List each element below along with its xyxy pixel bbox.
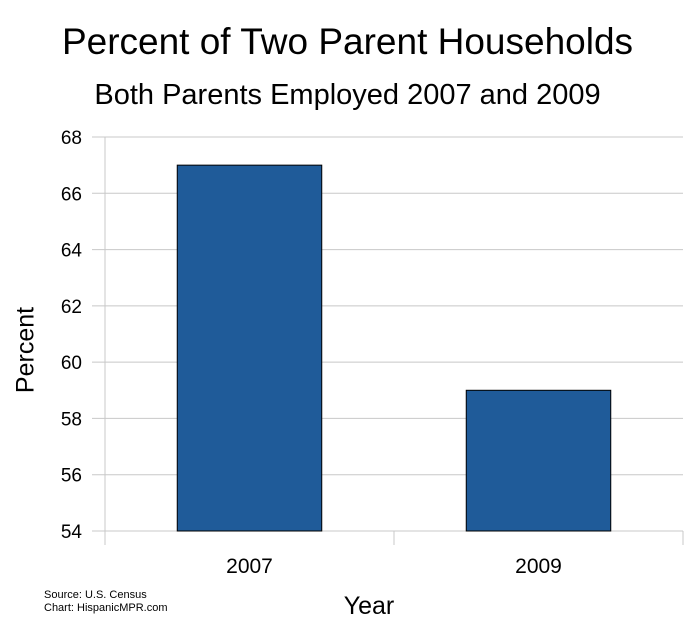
x-tick-label: 2007 [226,555,273,578]
chart-subtitle: Both Parents Employed 2007 and 2009 [94,79,601,111]
bar-2007 [176,164,323,532]
y-tick-label: 54 [61,522,83,543]
y-tick-label: 62 [61,297,82,318]
source-text: Source: U.S. Census [44,589,147,601]
y-tick-label: 66 [61,184,82,205]
y-tick-label: 68 [61,128,82,149]
y-axis-label: Percent [11,306,40,394]
x-tick-label: 2009 [515,555,562,578]
chart-credit-text: Chart: HispanicMPR.com [44,602,168,614]
chart-title: Percent of Two Parent Households [61,21,634,62]
source-note: Source: U.S. Census Chart: HispanicMPR.c… [44,589,167,615]
bar-2009 [465,389,612,532]
y-tick-label: 64 [61,241,83,262]
x-axis-label: Year [343,592,395,620]
y-tick-label: 56 [61,466,82,487]
y-tick-label: 60 [61,353,82,374]
y-tick-label: 58 [61,409,82,430]
